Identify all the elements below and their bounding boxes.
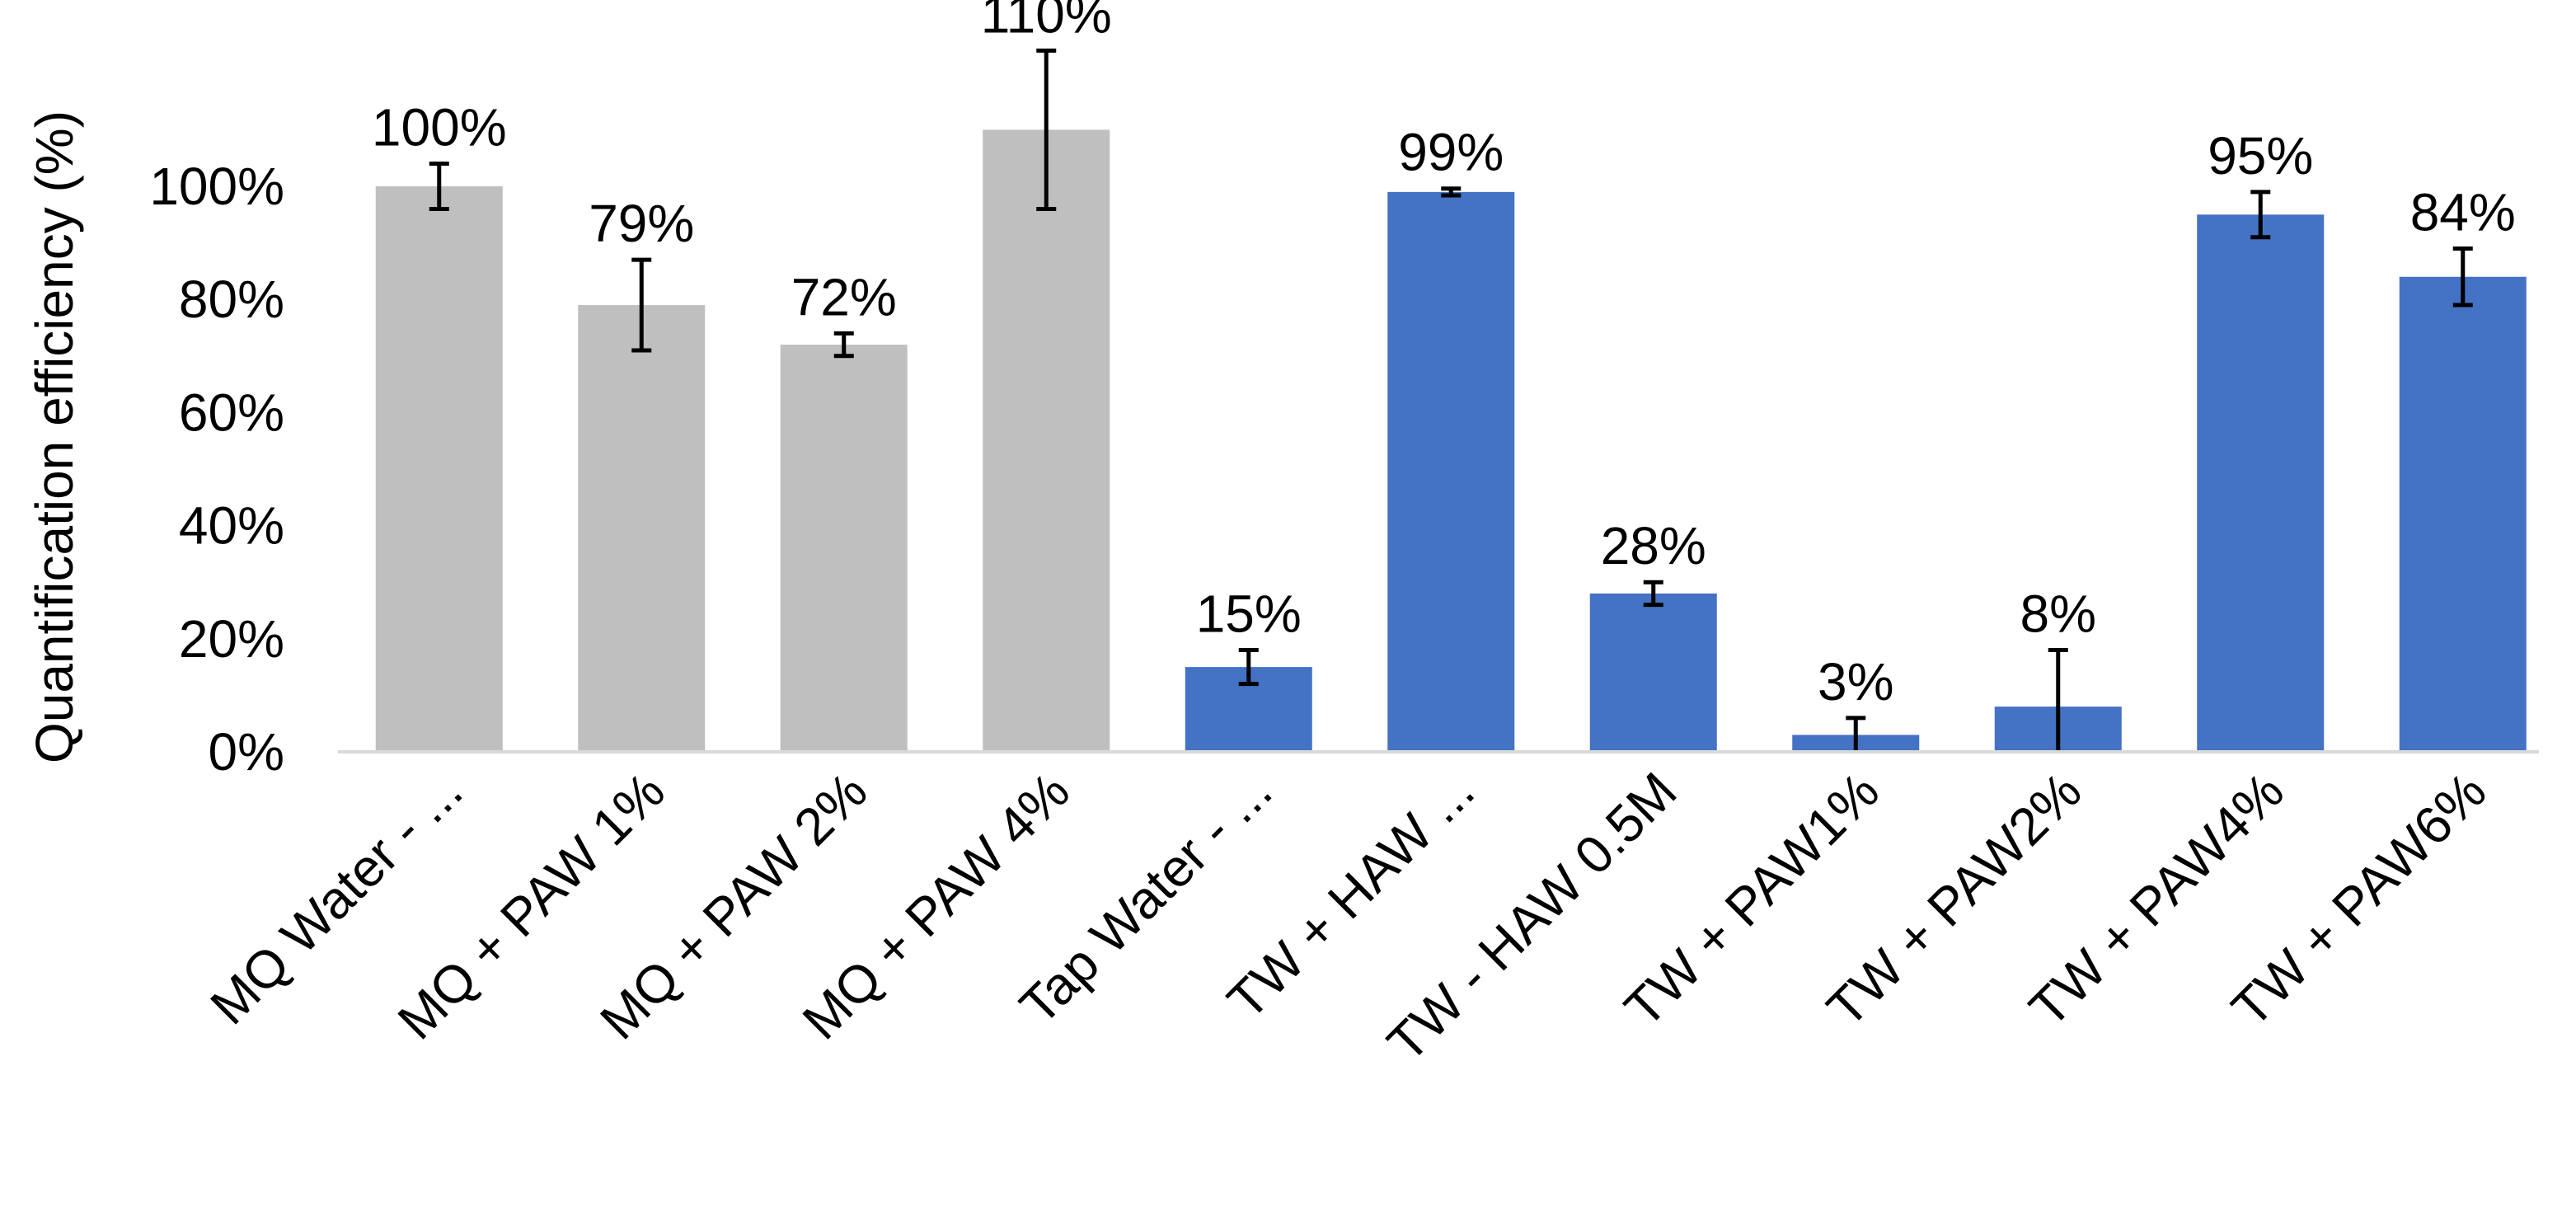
- y-axis-ticks: 0% 20% 40% 60% 80% 100%: [149, 157, 284, 782]
- bar: [1589, 593, 1717, 752]
- data-label: 3%: [1818, 652, 1894, 711]
- y-tick-label: 80%: [179, 270, 284, 329]
- data-label: 99%: [1398, 123, 1504, 182]
- error-bar: [1441, 186, 1462, 198]
- bar: [2399, 276, 2527, 752]
- bar: [375, 186, 503, 752]
- data-label: 84%: [2410, 182, 2516, 242]
- y-tick-label: 60%: [179, 383, 284, 442]
- error-bar: [833, 331, 854, 359]
- y-tick-label: 0%: [209, 722, 285, 782]
- data-label: 100%: [372, 98, 507, 157]
- error-bar: [1238, 648, 1259, 687]
- data-label: 95%: [2208, 126, 2313, 185]
- error-bar: [631, 257, 652, 353]
- data-label: 8%: [2020, 585, 2097, 644]
- error-bar: [1643, 580, 1663, 608]
- y-axis-title: Quantification efficiency (%): [25, 110, 84, 763]
- error-bars-layer: [429, 48, 2473, 752]
- y-tick-label: 20%: [179, 609, 284, 669]
- data-label: 72%: [791, 267, 897, 326]
- bar: [578, 305, 706, 752]
- bar: [1387, 191, 1515, 753]
- bar: [2197, 214, 2325, 752]
- data-label: 110%: [981, 0, 1112, 44]
- bar: [983, 129, 1110, 752]
- y-tick-label: 40%: [179, 496, 284, 556]
- data-label: 28%: [1601, 516, 1706, 575]
- error-bar: [2250, 190, 2271, 240]
- error-bar: [2452, 246, 2473, 308]
- bar: [780, 345, 908, 752]
- data-labels-layer: 100% 79% 72% 110% 15% 99% 28% 3% 8% 95% 84%: [372, 0, 2516, 711]
- x-axis-ticks: MQ Water - ...MQ + PAW 1%MQ + PAW 2%MQ +…: [199, 761, 2497, 1073]
- error-bar: [2048, 648, 2068, 752]
- error-bar: [1036, 48, 1057, 211]
- error-bar: [1846, 716, 1866, 752]
- data-label: 79%: [589, 194, 694, 253]
- y-tick-label: 100%: [149, 157, 284, 216]
- data-label: 15%: [1196, 585, 1302, 644]
- error-bar: [429, 162, 449, 211]
- bars-layer: [375, 129, 2527, 753]
